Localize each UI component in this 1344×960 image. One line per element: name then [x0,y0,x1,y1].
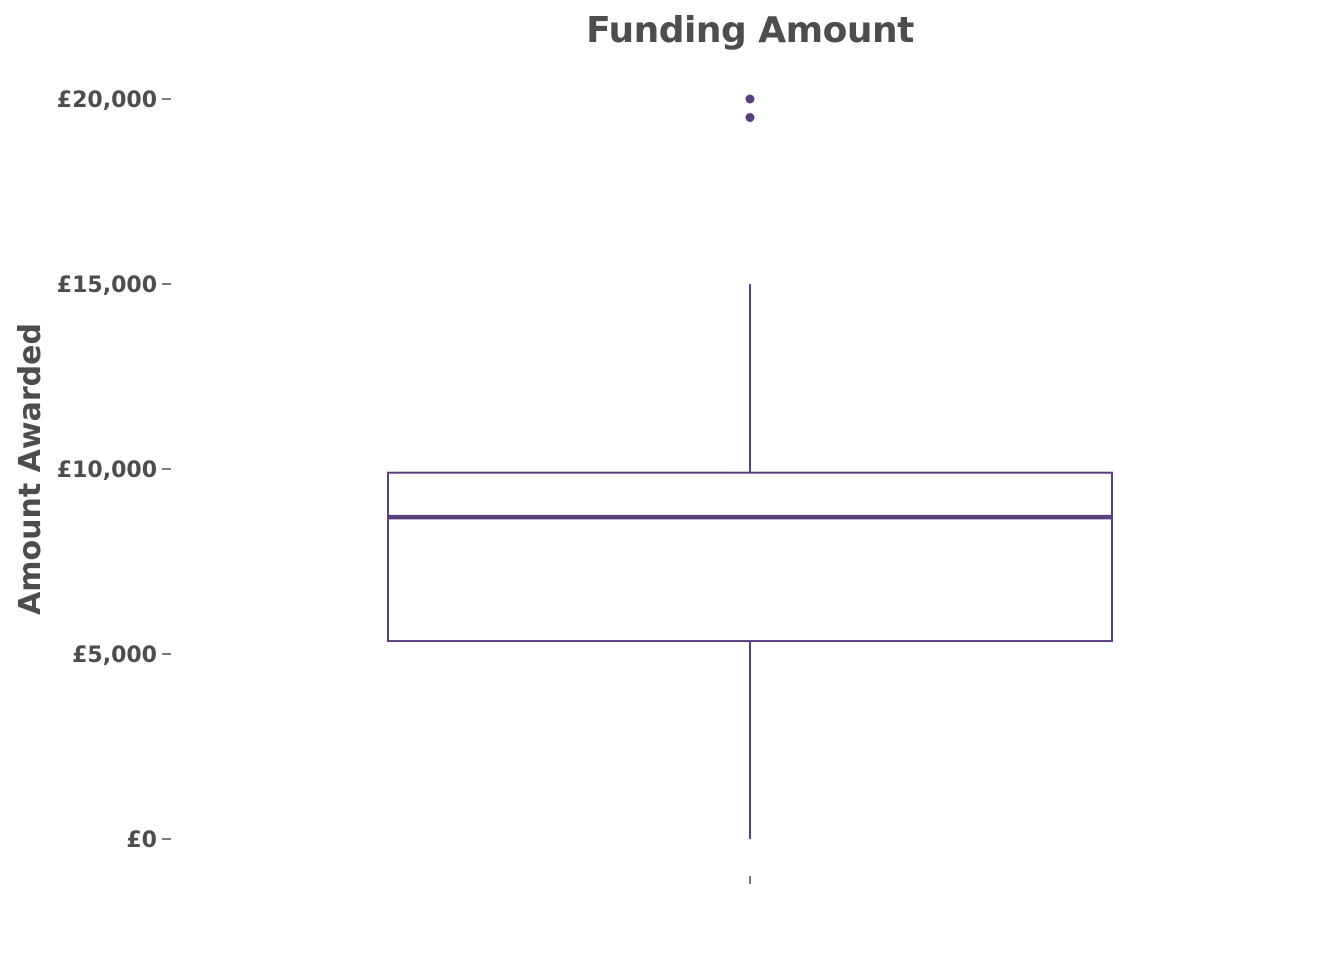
outlier-point [745,113,755,122]
y-tick-label: £5,000 [72,643,157,668]
outlier-point [745,94,755,104]
y-axis: £0 £5,000 £10,000 £15,000 £20,000 [57,88,171,853]
y-axis-label: Amount Awarded [13,323,48,615]
y-tick-label: £10,000 [57,458,157,483]
iqr-box [387,471,1113,643]
box-plot [387,94,1113,839]
y-tick-label: £15,000 [57,273,157,298]
y-tick-label: £0 [126,828,157,853]
y-tick-label: £20,000 [57,88,157,113]
chart-title: Funding Amount [586,10,914,51]
